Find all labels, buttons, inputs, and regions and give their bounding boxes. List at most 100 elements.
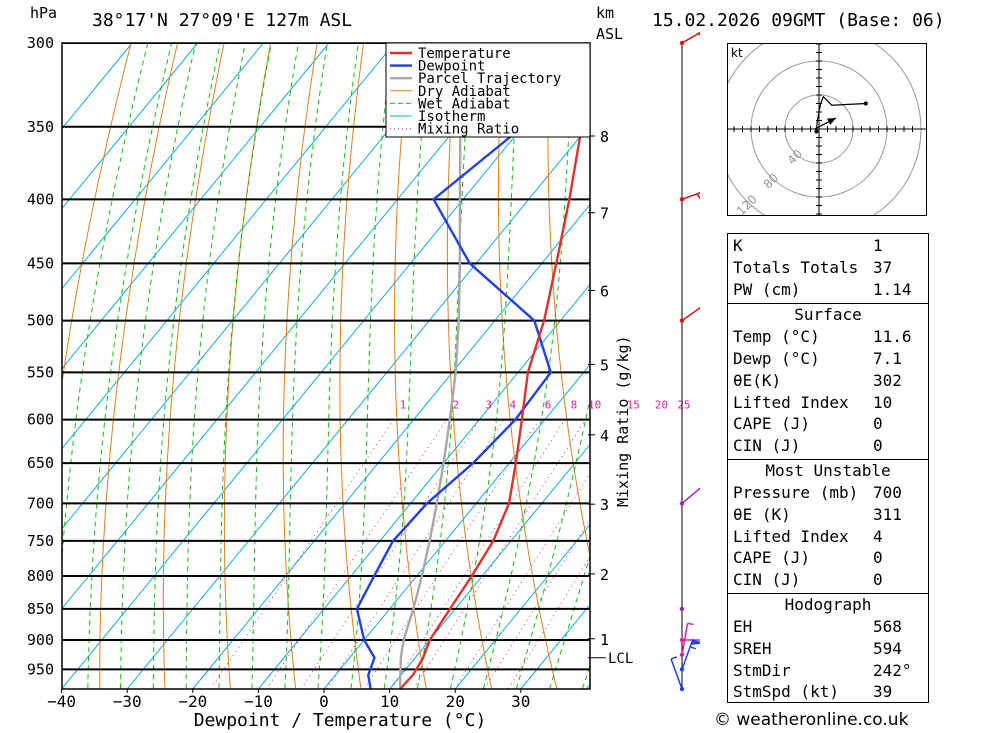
km-tick-label: 5 bbox=[600, 356, 609, 374]
wet-adiabat-line bbox=[383, 43, 431, 689]
km-tick-label: 3 bbox=[600, 496, 609, 514]
hodo-eh-row: EH 568 bbox=[733, 617, 902, 636]
isotherm-line bbox=[454, 523, 590, 689]
mixing-ratio-label: 15 bbox=[627, 399, 640, 412]
hodo-stmdir-row: StmDir 242° bbox=[733, 661, 912, 680]
mixing-ratio-label: 10 bbox=[588, 399, 601, 412]
wind-barb bbox=[679, 622, 694, 658]
mixing-ratio-line bbox=[300, 419, 481, 689]
temp-tick-label: −40 bbox=[47, 692, 76, 711]
wet-adiabat-line bbox=[416, 43, 473, 689]
dry-adiabat-line bbox=[162, 43, 225, 689]
wind-barb-half bbox=[670, 656, 677, 660]
pressure-tick-label: 450 bbox=[27, 254, 54, 272]
mu-pressure-row: Pressure (mb) 700 bbox=[733, 483, 902, 502]
hodo-sreh-row: SREH 594 bbox=[733, 639, 902, 658]
pressure-tick-label: 950 bbox=[27, 660, 54, 678]
surface-cin-row: CIN (J) 0 bbox=[733, 436, 883, 455]
dry-adiabat-line bbox=[62, 43, 132, 386]
isotherm-line bbox=[62, 43, 264, 290]
pressure-tick-label: 400 bbox=[27, 190, 54, 208]
dry-adiabat-line bbox=[223, 43, 272, 689]
hodo-section-title: Hodograph bbox=[784, 595, 872, 614]
legend-entry: Dewpoint bbox=[418, 59, 485, 75]
legend-entry: Mixing Ratio bbox=[418, 122, 519, 138]
wind-barb bbox=[670, 656, 685, 692]
pressure-tick-label: 650 bbox=[27, 454, 54, 472]
wind-barb bbox=[679, 639, 700, 672]
hodograph-trace bbox=[815, 95, 866, 132]
hodo-stmspd-row: StmSpd (kt) 39 bbox=[733, 682, 893, 701]
pressure-tick-label: 300 bbox=[27, 34, 54, 52]
wet-adiabat-line bbox=[350, 43, 393, 689]
wet-adiabat-line bbox=[482, 43, 575, 689]
mu-section-title: Most Unstable bbox=[765, 461, 891, 480]
location-title: 38°17'N 27°09'E 127m ASL bbox=[92, 10, 353, 31]
dry-adiabat-line bbox=[643, 43, 701, 697]
surface-cape-row: CAPE (J) 0 bbox=[733, 414, 883, 433]
dry-adiabat-line bbox=[339, 43, 365, 689]
temp-tick-label: 20 bbox=[446, 692, 465, 711]
wet-adiabat-line bbox=[87, 43, 173, 689]
mu-cape-row: CAPE (J) 0 bbox=[733, 548, 883, 567]
pressure-tick-label: 500 bbox=[27, 312, 54, 330]
storm-motion-arrowhead bbox=[827, 117, 836, 125]
mixing-ratio-label: 8 bbox=[571, 399, 578, 412]
index-row-totals: Totals Totals 37 bbox=[733, 258, 893, 277]
km-tick-label: 8 bbox=[600, 128, 609, 146]
wet-adiabat-line bbox=[152, 43, 221, 689]
surface-li-row: Lifted Index 10 bbox=[733, 393, 893, 412]
dry-adiabat-line bbox=[99, 43, 179, 689]
plot-frame bbox=[61, 42, 591, 690]
mixing-ratio-line bbox=[453, 472, 590, 689]
mixing-ratio-label: 4 bbox=[510, 399, 517, 412]
wet-adiabat-line bbox=[120, 43, 197, 689]
wind-barb-staff bbox=[681, 487, 700, 504]
mixing-ratio-line bbox=[209, 419, 395, 689]
temp-tick-label: 0 bbox=[319, 692, 329, 711]
weatheronline-credit-link[interactable]: © weatheronline.co.uk bbox=[714, 710, 909, 730]
asl-unit-label: ASL bbox=[596, 25, 624, 43]
km-tick-label: 7 bbox=[600, 205, 609, 223]
wet-adiabat-line bbox=[515, 395, 590, 689]
pressure-tick-label: 350 bbox=[27, 118, 54, 136]
mixing-ratio-axis-title: Mixing Ratio (g/kg) bbox=[614, 335, 632, 507]
wind-barb-flag bbox=[697, 32, 700, 36]
temp-tick-label: −10 bbox=[244, 692, 273, 711]
mixing-ratio-label: 25 bbox=[677, 399, 690, 412]
wet-adiabat-line bbox=[284, 43, 328, 689]
datetime-title: 15.02.2026 09GMT (Base: 06) bbox=[652, 10, 945, 31]
legend-entry: Dry Adiabat bbox=[418, 84, 511, 100]
km-tick-label: 4 bbox=[600, 427, 609, 445]
wind-barb-flag bbox=[698, 192, 700, 195]
mixing-ratio-label: 20 bbox=[655, 399, 668, 412]
isotherm-line bbox=[258, 283, 590, 689]
surface-dewp-row: Dewp (°C) 7.1 bbox=[733, 349, 902, 368]
temp-tick-label: 30 bbox=[511, 692, 530, 711]
surface-section-title: Surface bbox=[794, 305, 862, 324]
parcel-line bbox=[398, 43, 462, 689]
legend-entry: Temperature bbox=[418, 46, 511, 62]
isotherm-line bbox=[192, 203, 590, 689]
mu-li-row: Lifted Index 4 bbox=[733, 527, 883, 546]
wind-barb-staff bbox=[681, 31, 700, 44]
wind-barb-staff bbox=[681, 307, 700, 322]
wind-barb-staff bbox=[670, 658, 683, 690]
wet-adiabat-line bbox=[185, 43, 246, 689]
pressure-tick-label: 600 bbox=[27, 411, 54, 429]
temp-tick-label: 10 bbox=[380, 692, 399, 711]
wind-barb bbox=[679, 307, 700, 323]
dry-adiabat-line bbox=[689, 43, 700, 697]
temperature-line bbox=[399, 85, 590, 689]
pressure-tick-label: 900 bbox=[27, 631, 54, 649]
isotherm-line bbox=[323, 363, 590, 689]
wind-barb bbox=[679, 31, 700, 46]
plot-area bbox=[62, 43, 701, 697]
km-tick-label: 6 bbox=[600, 282, 609, 300]
isotherm-line bbox=[62, 43, 199, 210]
wet-adiabat-line bbox=[251, 43, 300, 689]
wind-barb bbox=[679, 487, 700, 506]
isotherm-line bbox=[389, 443, 590, 689]
